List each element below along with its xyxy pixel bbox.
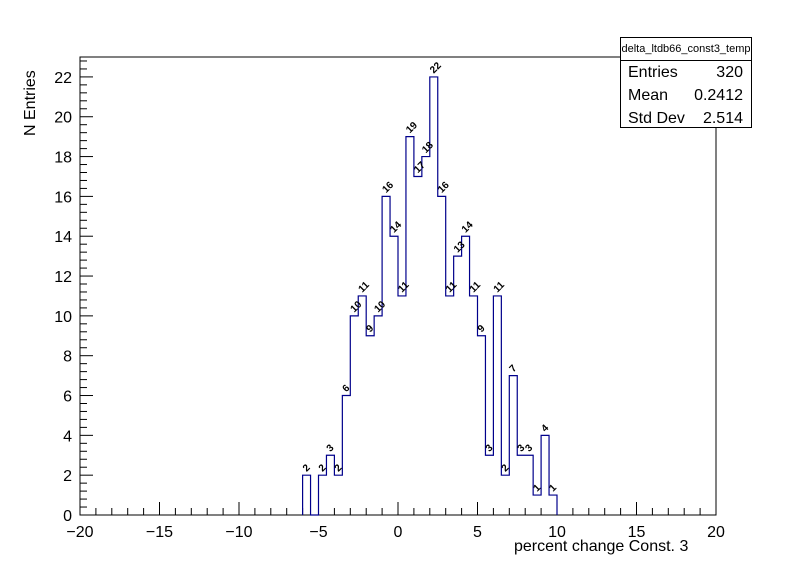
bin-value-label: 7 xyxy=(508,363,520,375)
histogram-bin xyxy=(478,336,486,515)
bin-value-label: 2 xyxy=(301,462,313,474)
stats-row-entries: Entries 320 xyxy=(621,61,751,84)
bin-value-label: 14 xyxy=(388,219,404,235)
x-tick-label: 5 xyxy=(473,524,482,541)
bin-value-label: 3 xyxy=(325,442,337,454)
y-tick-label: 6 xyxy=(63,389,72,406)
histogram-bin xyxy=(334,475,342,515)
bin-value-label: 16 xyxy=(380,180,396,196)
stats-row-stddev: Std Dev 2.514 xyxy=(621,107,751,130)
histogram-bin xyxy=(374,316,382,515)
y-tick-label: 10 xyxy=(54,309,72,326)
y-tick-label: 2 xyxy=(63,468,72,485)
x-tick-label: −10 xyxy=(225,524,252,541)
histogram-bin xyxy=(517,455,525,515)
bin-value-label: 22 xyxy=(428,60,444,76)
histogram-bin xyxy=(382,196,390,515)
stats-title: delta_ltdb66_const3_temp xyxy=(621,38,751,61)
x-tick-label: −5 xyxy=(309,524,327,541)
histogram-bin xyxy=(422,157,430,515)
x-axis-title: percent change Const. 3 xyxy=(514,538,689,555)
stats-value: 2.514 xyxy=(702,110,743,127)
x-tick-label: −15 xyxy=(146,524,173,541)
x-tick-label: 0 xyxy=(394,524,403,541)
histogram-bin xyxy=(303,475,311,515)
histogram-bin xyxy=(533,495,541,515)
histogram-bin xyxy=(342,396,350,515)
bin-value-label: 19 xyxy=(404,120,420,136)
bin-value-label: 10 xyxy=(349,299,365,315)
bin-value-label: 11 xyxy=(444,280,460,296)
stats-label: Std Dev xyxy=(628,110,685,127)
bin-value-label: 3 xyxy=(524,442,536,454)
histogram-bin xyxy=(462,236,470,515)
histogram-bin xyxy=(454,256,462,515)
y-tick-label: 14 xyxy=(54,229,72,246)
histogram-bin xyxy=(493,296,501,515)
histogram-bin xyxy=(501,475,509,515)
y-tick-label: 8 xyxy=(63,349,72,366)
histogram-bin xyxy=(414,176,422,515)
histogram-bin xyxy=(485,455,493,515)
bin-value-label: 11 xyxy=(357,280,373,296)
y-tick-label: 20 xyxy=(54,110,72,127)
stats-label: Entries xyxy=(628,64,678,81)
y-tick-label: 18 xyxy=(54,150,72,167)
y-axis-title: N Entries xyxy=(22,70,39,136)
y-tick-label: 12 xyxy=(54,269,72,286)
histogram-bin xyxy=(446,296,454,515)
bin-value-label: 17 xyxy=(412,160,428,176)
bin-value-label: 4 xyxy=(539,422,551,434)
bin-value-label: 14 xyxy=(460,219,476,235)
histogram-bin xyxy=(406,137,414,515)
bin-value-label: 11 xyxy=(492,280,508,296)
stats-box: delta_ltdb66_const3_temp Entries 320 Mea… xyxy=(620,37,752,128)
histogram-bin xyxy=(541,435,549,515)
bin-value-label: 11 xyxy=(396,280,412,296)
y-tick-label: 22 xyxy=(54,70,72,87)
histogram-bin xyxy=(350,316,358,515)
histogram-bin xyxy=(438,196,446,515)
stats-value: 320 xyxy=(716,64,743,81)
histogram-outline xyxy=(302,76,558,516)
x-tick-label: 15 xyxy=(628,524,646,541)
y-tick-label: 4 xyxy=(63,428,72,445)
stats-row-mean: Mean 0.2412 xyxy=(621,84,751,107)
histogram-bin xyxy=(390,236,398,515)
x-tick-label: 10 xyxy=(548,524,566,541)
histogram-bin xyxy=(430,77,438,515)
histogram-bin xyxy=(549,495,557,515)
bin-value-label: 13 xyxy=(452,239,468,255)
stats-label: Mean xyxy=(628,87,669,104)
bin-value-label: 18 xyxy=(420,140,436,156)
histogram-bin xyxy=(319,475,327,515)
histogram-bin xyxy=(326,455,334,515)
x-tick-label: 20 xyxy=(707,524,725,541)
y-tick-label: 0 xyxy=(63,508,72,525)
bin-value-label: 11 xyxy=(468,280,484,296)
y-tick-label: 16 xyxy=(54,189,72,206)
x-tick-label: −20 xyxy=(66,524,93,541)
histogram-bin xyxy=(398,296,406,515)
bin-value-label: 16 xyxy=(436,180,452,196)
histogram-bin xyxy=(366,336,374,515)
bin-value-label: 10 xyxy=(372,299,388,315)
stats-value: 0.2412 xyxy=(694,87,743,104)
